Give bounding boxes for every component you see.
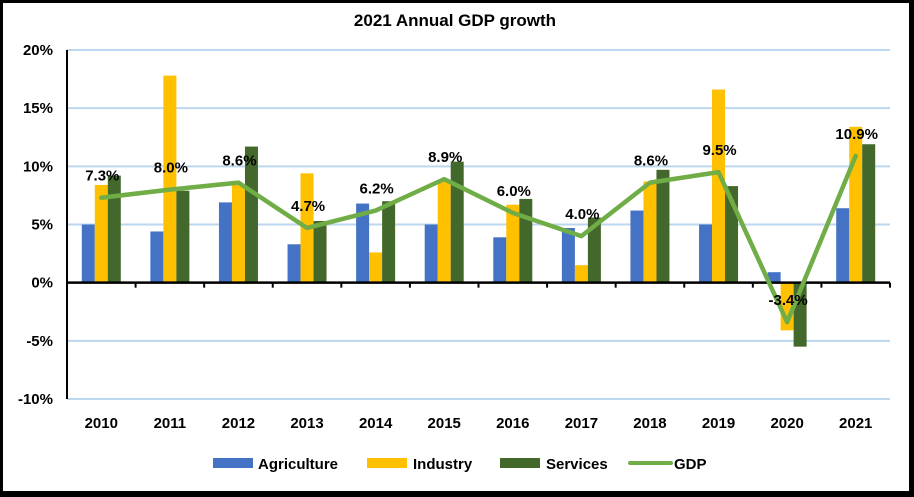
data-label-gdp-2018: 8.6% bbox=[634, 153, 668, 170]
data-label-gdp-2013: 4.7% bbox=[291, 198, 325, 215]
data-label-gdp-2020: -3.4% bbox=[769, 292, 808, 309]
x-tick-label: 2017 bbox=[565, 415, 598, 432]
y-axis-tick-labels: -10% -5% 0% 5% 10% 15% 20% bbox=[18, 42, 53, 408]
data-label-gdp-2015: 8.9% bbox=[428, 149, 462, 166]
bar-industry-2012 bbox=[231, 184, 245, 283]
bar-agriculture-2017 bbox=[561, 227, 575, 283]
x-tick-label: 2013 bbox=[290, 415, 323, 432]
legend-label-industry: Industry bbox=[413, 456, 473, 473]
legend-swatch-agriculture bbox=[213, 458, 253, 468]
gdp-data-labels: 7.3% 8.0% 8.6% 4.7% 6.2% 8.9% 6.0% 4.0% 8.6% 9.5%… bbox=[85, 126, 878, 309]
data-label-gdp-2016: 6.0% bbox=[497, 183, 531, 200]
data-label-gdp-2019: 9.5% bbox=[702, 142, 736, 159]
data-label-gdp-2010: 7.3% bbox=[85, 168, 119, 185]
data-label-gdp-2021: 10.9% bbox=[835, 126, 878, 143]
bar-industry-2010 bbox=[94, 184, 108, 283]
y-tick-label: 15% bbox=[23, 100, 53, 117]
y-tick-label: 5% bbox=[31, 217, 53, 234]
bar-agriculture-2010 bbox=[81, 224, 95, 283]
bar-industry-2011 bbox=[163, 75, 177, 283]
legend-label-services: Services bbox=[546, 456, 608, 473]
gdp-growth-chart: 2021 Annual GDP growth -10% -5% 0% 5% 10% 15%… bbox=[18, 11, 891, 473]
bar-industry-2019 bbox=[712, 89, 726, 283]
x-axis-tick-labels: 2010 2011 2012 2013 2014 2015 2016 2017 2018 2019… bbox=[85, 415, 873, 432]
bar-agriculture-2013 bbox=[287, 244, 301, 283]
data-label-gdp-2017: 4.0% bbox=[565, 206, 599, 223]
bar-agriculture-2021 bbox=[836, 208, 850, 283]
bar-agriculture-2020 bbox=[767, 272, 781, 283]
y-tick-label: 10% bbox=[23, 158, 53, 175]
legend-swatch-services bbox=[500, 458, 540, 468]
gdp-line-series bbox=[99, 153, 858, 325]
x-tick-label: 2020 bbox=[770, 415, 803, 432]
y-tick-label: 0% bbox=[31, 275, 53, 292]
chart-title: 2021 Annual GDP growth bbox=[354, 11, 556, 30]
data-label-gdp-2011: 8.0% bbox=[154, 160, 188, 177]
bar-industry-2021 bbox=[849, 126, 863, 283]
x-tick-label: 2014 bbox=[359, 415, 393, 432]
legend-label-gdp: GDP bbox=[674, 456, 707, 473]
legend-label-agriculture: Agriculture bbox=[258, 456, 338, 473]
bars bbox=[81, 75, 876, 347]
bar-services-2018 bbox=[656, 169, 670, 283]
data-label-gdp-2012: 8.6% bbox=[222, 153, 256, 170]
bar-agriculture-2014 bbox=[356, 203, 370, 283]
legend: Agriculture Industry Services GDP bbox=[213, 456, 707, 473]
legend-swatch-industry bbox=[367, 458, 407, 468]
y-tick-label: -10% bbox=[18, 391, 53, 408]
gdp-line bbox=[99, 153, 858, 325]
axes bbox=[66, 50, 891, 399]
chart-frame: 2021 Annual GDP growth -10% -5% 0% 5% 10% 15%… bbox=[3, 3, 909, 491]
bar-services-2021 bbox=[862, 144, 876, 283]
x-tick-label: 2021 bbox=[839, 415, 872, 432]
bar-services-2017 bbox=[587, 217, 601, 283]
bar-industry-2017 bbox=[574, 265, 588, 283]
y-tick-label: -5% bbox=[26, 333, 53, 350]
bar-agriculture-2019 bbox=[699, 224, 713, 283]
x-tick-label: 2010 bbox=[85, 415, 118, 432]
bar-services-2011 bbox=[176, 190, 190, 283]
bar-agriculture-2011 bbox=[150, 231, 164, 283]
data-label-gdp-2014: 6.2% bbox=[360, 181, 394, 198]
x-tick-label: 2016 bbox=[496, 415, 529, 432]
bar-industry-2014 bbox=[369, 252, 383, 283]
bar-agriculture-2016 bbox=[493, 237, 507, 283]
bar-services-2016 bbox=[519, 198, 533, 283]
gridlines bbox=[67, 49, 890, 400]
bar-industry-2015 bbox=[437, 180, 451, 283]
bar-services-2015 bbox=[450, 161, 464, 283]
x-tick-label: 2015 bbox=[428, 415, 461, 432]
x-tick-label: 2018 bbox=[633, 415, 666, 432]
y-tick-label: 20% bbox=[23, 42, 53, 59]
bar-agriculture-2015 bbox=[424, 224, 438, 283]
bar-industry-2018 bbox=[643, 181, 657, 283]
bar-services-2010 bbox=[107, 175, 121, 283]
bar-industry-2016 bbox=[506, 204, 520, 283]
x-tick-label: 2011 bbox=[154, 415, 187, 432]
bar-services-2012 bbox=[244, 146, 258, 283]
x-tick-label: 2019 bbox=[702, 415, 735, 432]
bar-services-2014 bbox=[382, 201, 396, 283]
bar-agriculture-2018 bbox=[630, 210, 644, 283]
bar-services-2013 bbox=[313, 221, 327, 283]
x-tick-label: 2012 bbox=[222, 415, 255, 432]
bar-agriculture-2012 bbox=[218, 202, 232, 283]
